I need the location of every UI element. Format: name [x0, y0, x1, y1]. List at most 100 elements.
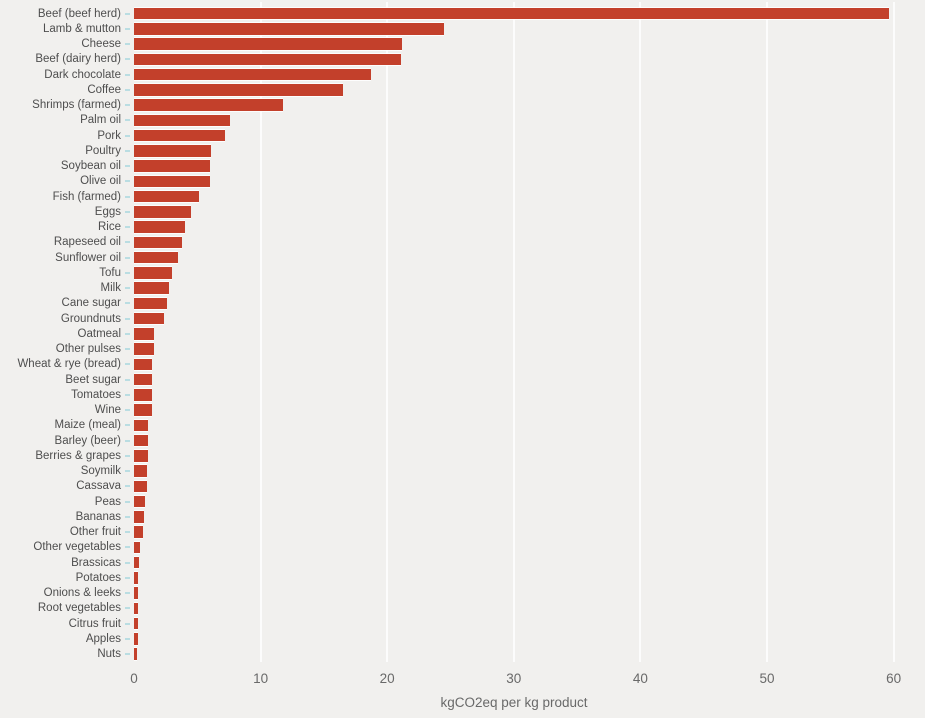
bar-row: Nuts — [0, 647, 925, 662]
category-label: Pork — [97, 129, 121, 142]
y-tick-box — [121, 439, 134, 442]
y-tick-box — [121, 302, 134, 305]
bar-row: Brassicas — [0, 555, 925, 570]
y-tick-box — [121, 27, 134, 30]
y-tick-box — [121, 592, 134, 595]
bar-row: Onions & leeks — [0, 586, 925, 601]
bar-track — [134, 235, 925, 250]
y-tick-box — [121, 576, 134, 579]
y-tick-box — [121, 58, 134, 61]
category-label: Wheat & rye (bread) — [17, 358, 121, 371]
bar-row: Olive oil — [0, 174, 925, 189]
bar-track — [134, 403, 925, 418]
bar-row: Other vegetables — [0, 540, 925, 555]
category-label: Coffee — [87, 83, 121, 96]
category-label: Rice — [97, 221, 121, 234]
bar — [134, 145, 212, 157]
bar-row: Pork — [0, 128, 925, 143]
bar-track — [134, 372, 925, 387]
category-label: Apples — [85, 632, 121, 645]
y-tick-box — [121, 12, 134, 15]
category-label: Beet sugar — [65, 373, 121, 386]
bar-track — [134, 342, 925, 357]
bar — [134, 419, 148, 432]
bar-row: Fish (farmed) — [0, 189, 925, 204]
category-label: Peas — [94, 495, 121, 508]
bar-row: Groundnuts — [0, 311, 925, 326]
bar — [134, 343, 155, 355]
y-tick-box — [121, 531, 134, 534]
x-tick-label-0: 0 — [130, 671, 138, 686]
bar-track — [134, 265, 925, 280]
bar-row: Lamb & mutton — [0, 21, 925, 36]
y-tick-box — [121, 561, 134, 564]
y-tick-mark — [125, 393, 130, 396]
category-label: Dark chocolate — [44, 68, 121, 81]
bar — [134, 160, 210, 172]
bar-track — [134, 525, 925, 540]
y-tick-box — [121, 119, 134, 122]
bar-track — [134, 509, 925, 524]
bar-track — [134, 311, 925, 326]
bar-row: Dark chocolate — [0, 67, 925, 82]
bar-row: Coffee — [0, 82, 925, 97]
bar-row: Sunflower oil — [0, 250, 925, 265]
bar-row: Milk — [0, 281, 925, 296]
category-label: Maize (meal) — [54, 419, 121, 432]
y-tick-box — [121, 500, 134, 503]
y-tick-box — [121, 195, 134, 198]
y-tick-mark — [125, 271, 130, 274]
gridline-x-20 — [386, 2, 389, 662]
y-tick-box — [121, 622, 134, 625]
y-tick-box — [121, 226, 134, 229]
gridline-x-40 — [639, 2, 642, 662]
bar-row: Beet sugar — [0, 372, 925, 387]
category-label: Root vegetables — [37, 602, 121, 615]
y-tick-box — [121, 88, 134, 91]
y-tick-mark — [125, 409, 130, 412]
category-label: Olive oil — [80, 175, 121, 188]
bar-track — [134, 52, 925, 67]
bar — [134, 450, 148, 462]
category-label: Fish (farmed) — [52, 190, 121, 203]
bar-track — [134, 601, 925, 616]
bar — [134, 541, 141, 554]
category-label: Rapeseed oil — [53, 236, 121, 249]
bar-row: Soybean oil — [0, 159, 925, 174]
bar — [134, 251, 179, 264]
category-label: Citrus fruit — [68, 617, 121, 630]
bar — [134, 556, 140, 569]
bar — [134, 129, 226, 142]
bar-row: Cassava — [0, 479, 925, 494]
y-tick-mark — [125, 500, 130, 503]
y-tick-mark — [125, 515, 130, 518]
bar-row: Tofu — [0, 265, 925, 280]
bar — [134, 175, 210, 188]
y-tick-mark — [125, 256, 130, 259]
y-tick-mark — [125, 576, 130, 579]
bar — [134, 267, 172, 279]
y-tick-mark — [125, 27, 130, 30]
y-tick-mark — [125, 424, 130, 427]
y-tick-mark — [125, 332, 130, 335]
y-tick-box — [121, 363, 134, 366]
bar — [134, 328, 155, 340]
bar-track — [134, 128, 925, 143]
category-label: Soybean oil — [60, 160, 121, 173]
x-tick-label-30: 30 — [506, 671, 522, 686]
bar-track — [134, 113, 925, 128]
y-tick-box — [121, 470, 134, 473]
y-tick-mark — [125, 149, 130, 152]
category-label: Shrimps (farmed) — [32, 99, 121, 112]
bar-row: Barley (beer) — [0, 433, 925, 448]
y-tick-mark — [125, 653, 130, 656]
bar-row: Cane sugar — [0, 296, 925, 311]
y-tick-box — [121, 348, 134, 351]
category-label: Beef (dairy herd) — [35, 53, 121, 66]
bar-track — [134, 281, 925, 296]
bar-row: Citrus fruit — [0, 616, 925, 631]
bar-track — [134, 250, 925, 265]
x-tick-label-60: 60 — [886, 671, 902, 686]
y-tick-mark — [125, 134, 130, 137]
